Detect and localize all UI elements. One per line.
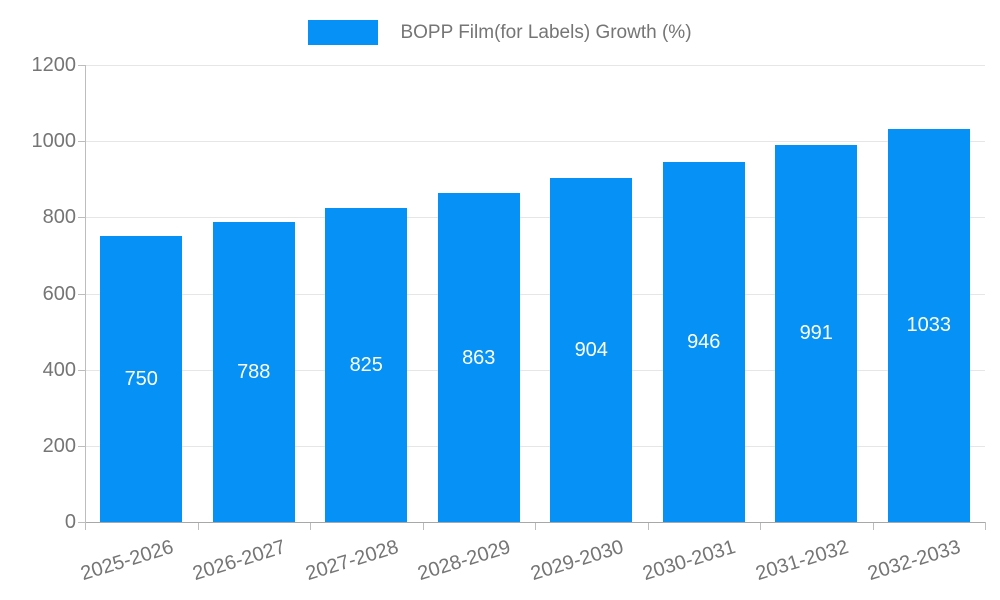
gridline bbox=[85, 370, 985, 371]
y-axis-tick-label: 200 bbox=[42, 435, 76, 457]
x-axis-tick-label: 2026-2027 bbox=[190, 536, 289, 586]
x-axis-tick-label: 2029-2030 bbox=[527, 536, 626, 586]
x-axis-tick bbox=[873, 522, 874, 530]
bar-value-label: 825 bbox=[349, 353, 383, 376]
x-axis-tick bbox=[198, 522, 199, 530]
x-axis-tick bbox=[535, 522, 536, 530]
x-axis-line bbox=[85, 522, 985, 523]
bar[interactable] bbox=[437, 193, 520, 522]
legend: BOPP Film(for Labels) Growth (%) bbox=[0, 20, 1000, 45]
gridline bbox=[85, 141, 985, 142]
bar[interactable] bbox=[887, 128, 970, 522]
x-axis-tick-label: 2025-2026 bbox=[77, 536, 176, 586]
y-axis-tick-label: 1000 bbox=[31, 130, 77, 152]
y-axis-tick bbox=[78, 294, 85, 295]
x-axis-tick bbox=[985, 522, 986, 530]
gridline bbox=[85, 294, 985, 295]
bar-value-label: 750 bbox=[124, 368, 158, 391]
y-axis-tick-label: 800 bbox=[42, 206, 76, 228]
legend-label: BOPP Film(for Labels) Growth (%) bbox=[400, 21, 692, 43]
x-axis-tick bbox=[648, 522, 649, 530]
y-axis-tick bbox=[78, 65, 85, 66]
legend-swatch bbox=[308, 20, 379, 45]
bar[interactable] bbox=[775, 144, 858, 522]
x-axis-tick bbox=[423, 522, 424, 530]
y-axis-tick-label: 600 bbox=[42, 283, 76, 305]
x-axis-tick-label: 2030-2031 bbox=[640, 536, 739, 586]
bar[interactable] bbox=[325, 207, 408, 522]
bar-value-label: 946 bbox=[687, 330, 721, 353]
y-axis-tick bbox=[78, 217, 85, 218]
y-axis-tick bbox=[78, 370, 85, 371]
bar[interactable] bbox=[550, 177, 633, 522]
y-axis-tick bbox=[78, 141, 85, 142]
y-axis-tick-label: 0 bbox=[64, 511, 76, 533]
x-axis-tick-label: 2027-2028 bbox=[302, 536, 401, 586]
x-axis-tick-label: 2032-2033 bbox=[865, 536, 964, 586]
x-axis-tick-label: 2028-2029 bbox=[415, 536, 514, 586]
x-axis-tick bbox=[310, 522, 311, 530]
bar[interactable] bbox=[212, 221, 295, 522]
bar-value-label: 991 bbox=[799, 322, 833, 345]
y-axis-tick-label: 400 bbox=[42, 359, 76, 381]
bar-value-label: 904 bbox=[574, 338, 608, 361]
bar-value-label: 863 bbox=[462, 346, 496, 369]
bar-value-label: 788 bbox=[237, 360, 271, 383]
bar[interactable] bbox=[100, 236, 183, 522]
bar-value-label: 1033 bbox=[906, 314, 952, 337]
y-axis-tick bbox=[78, 446, 85, 447]
gridline bbox=[85, 65, 985, 66]
bar[interactable] bbox=[662, 161, 745, 522]
y-axis-tick-label: 1200 bbox=[31, 54, 77, 76]
gridline bbox=[85, 217, 985, 218]
x-axis-tick-label: 2031-2032 bbox=[752, 536, 851, 586]
x-axis-tick bbox=[760, 522, 761, 530]
y-axis-tick bbox=[78, 522, 85, 523]
y-axis-line bbox=[85, 65, 86, 530]
gridline bbox=[85, 446, 985, 447]
